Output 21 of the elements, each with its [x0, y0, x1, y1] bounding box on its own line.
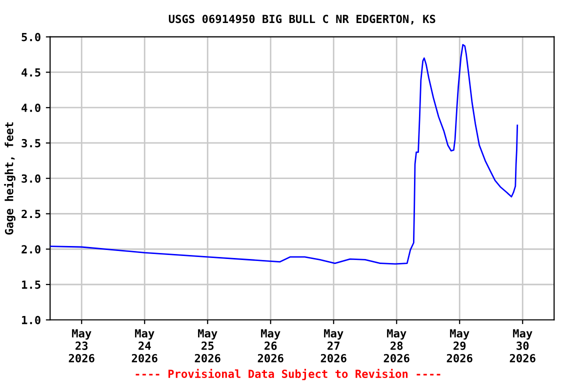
line-series	[50, 44, 518, 265]
y-tick-label: 5.0	[22, 32, 40, 42]
x-tick-label: May 23 2026	[68, 329, 94, 362]
chart-title: USGS 06914950 BIG BULL C NR EDGERTON, KS	[168, 14, 436, 25]
x-tick-label: May 28 2026	[384, 329, 410, 362]
x-tick-label: May 29 2026	[446, 329, 472, 362]
x-tick-label: May 27 2026	[320, 329, 346, 362]
y-tick-label: 3.5	[22, 138, 40, 148]
y-tick-label: 1.5	[22, 280, 40, 289]
y-tick-label: 2.0	[22, 245, 40, 254]
y-tick-label: 1.0	[22, 316, 40, 324]
y-tick-label: 4.5	[22, 68, 40, 77]
text: ---- Provisional Data Subject to Revision ----	[136, 368, 440, 380]
y-tick-label: 3.0	[22, 174, 40, 183]
y-tick-label: 4.0	[22, 104, 40, 112]
x-tick-label: May 25 2026	[194, 329, 220, 362]
x-tick-label: May 30 2026	[510, 329, 536, 362]
y-axis-title: Gage height, feet	[4, 122, 16, 235]
x-tick-label: May 26 2026	[258, 329, 284, 362]
x-tick-label: May 24 2026	[132, 329, 158, 362]
y-tick-label: 2.5	[22, 210, 40, 218]
